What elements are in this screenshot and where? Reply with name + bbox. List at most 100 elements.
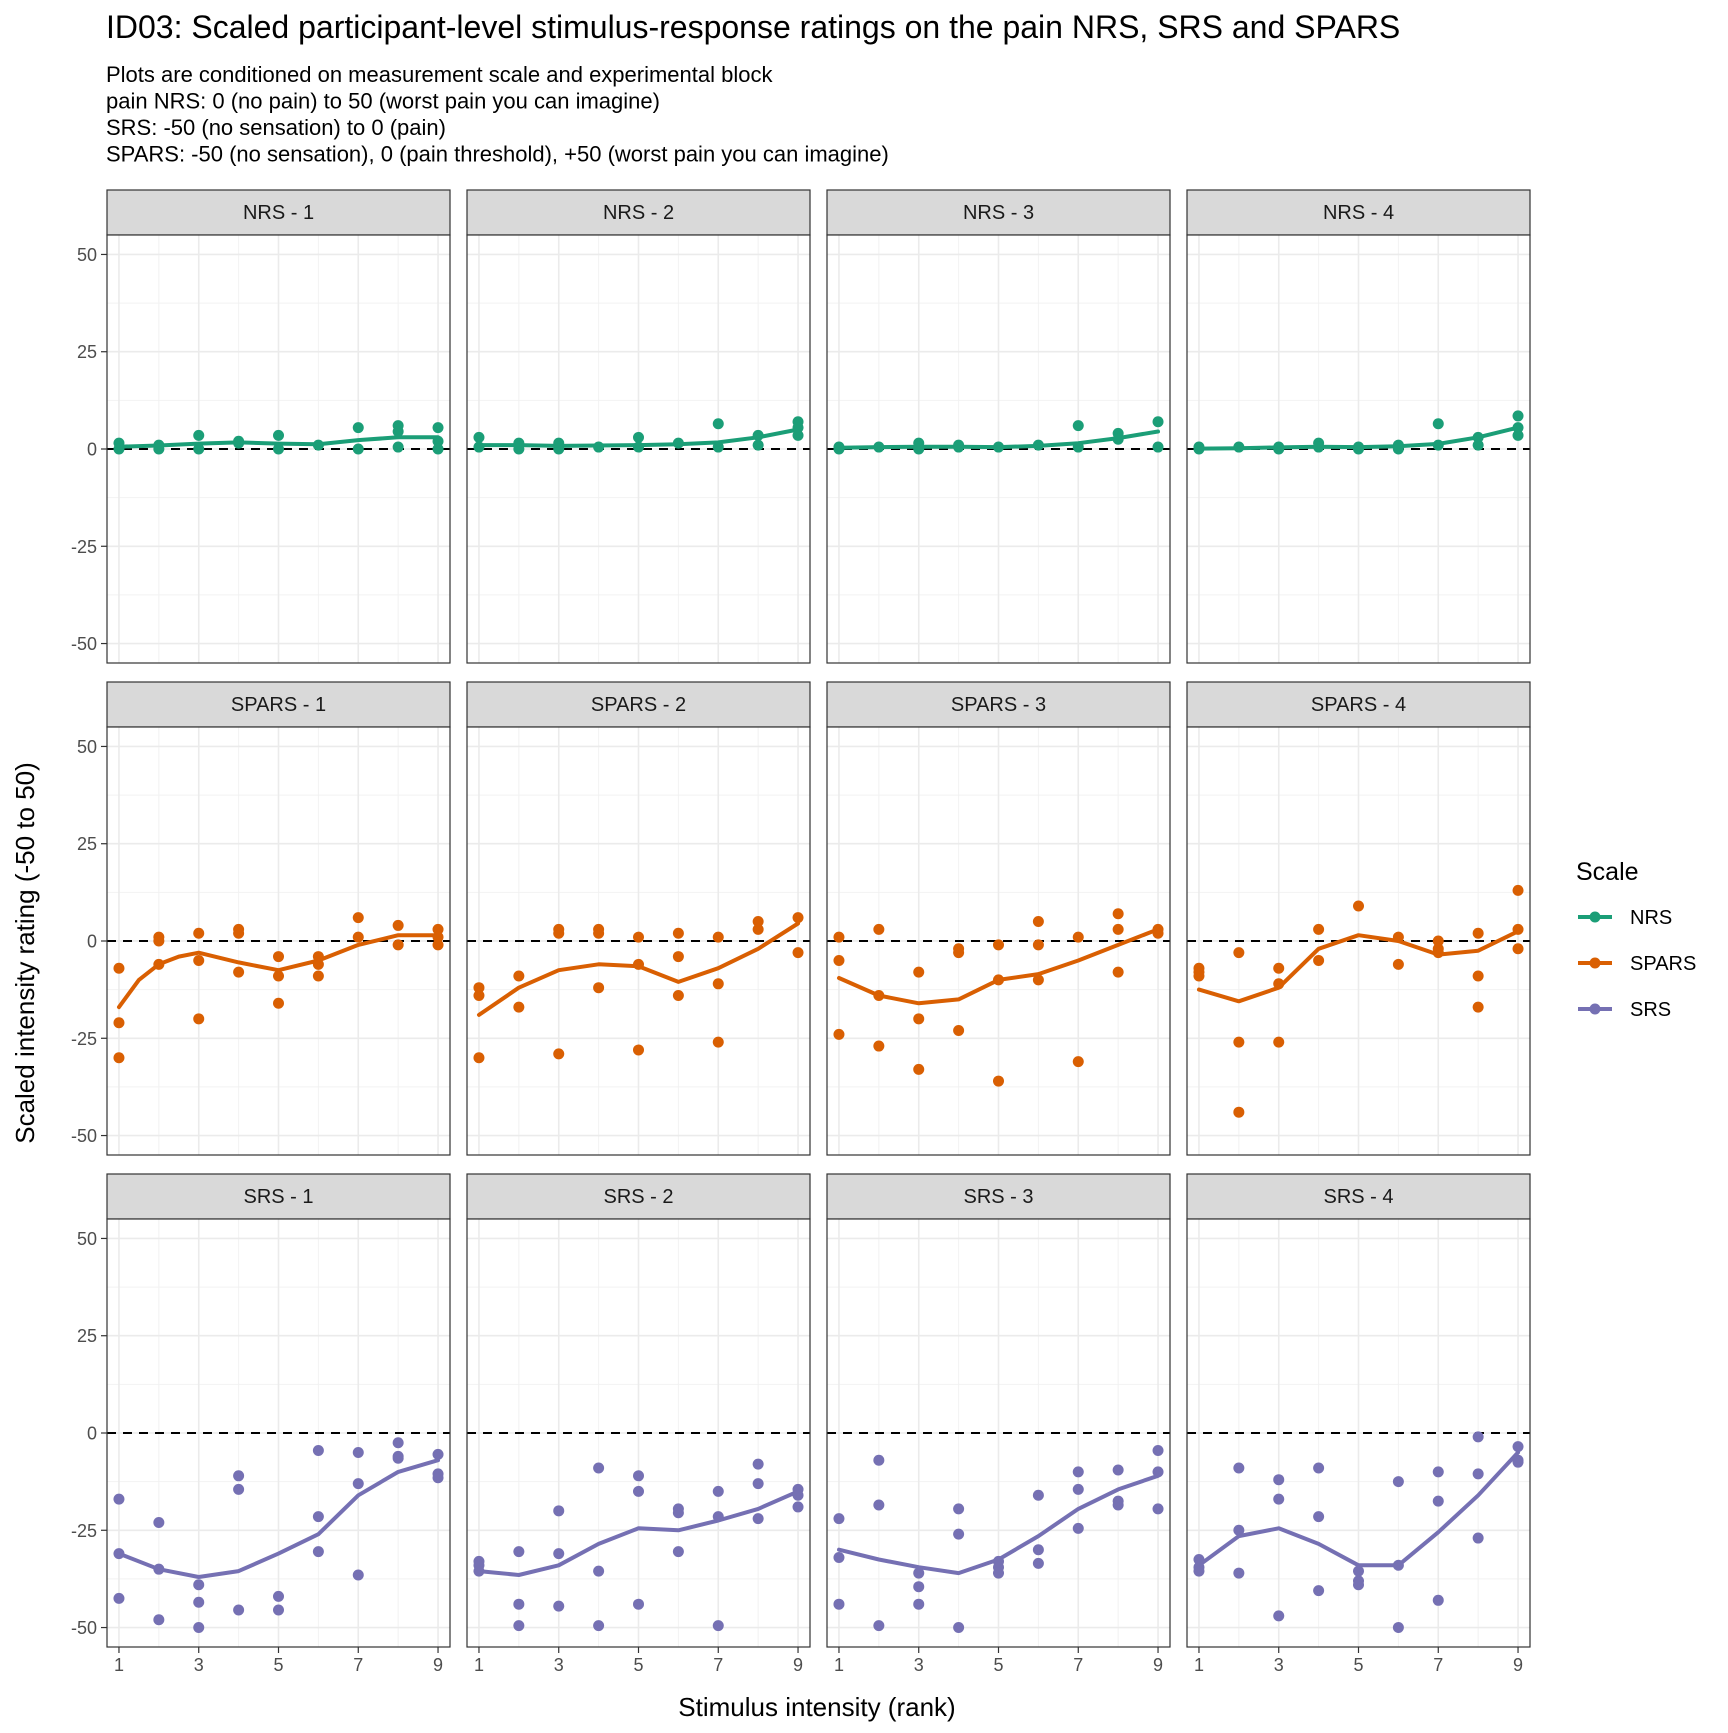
data-point [752,1513,764,1525]
data-point [392,1437,404,1449]
data-point [153,1563,165,1575]
data-point [1273,1610,1285,1622]
data-point [1233,1524,1245,1536]
data-point [1032,974,1044,986]
data-point [1512,884,1524,896]
data-point [792,912,804,924]
data-point [233,1604,245,1616]
x-tick-label: 7 [353,1655,363,1675]
panel-border [826,726,1171,1156]
data-point [193,1596,205,1608]
data-point [1512,1441,1524,1453]
data-point [953,1503,965,1515]
data-point [1472,927,1484,939]
data-point [1152,416,1164,428]
data-point [273,970,284,982]
data-point [1032,1544,1044,1556]
facet-panel: SPARS - 3 [826,681,1171,1156]
data-point [432,939,444,951]
data-point [432,931,444,943]
data-point [1032,1489,1044,1501]
data-point [633,931,644,943]
data-point [873,1040,885,1052]
data-point [953,1528,965,1540]
data-point [432,1472,444,1484]
data-point [513,970,525,982]
data-point [153,1516,165,1528]
data-point [513,1546,525,1558]
data-point [352,912,364,924]
data-point [1233,1567,1245,1579]
data-point [672,1507,684,1519]
data-point [792,1489,804,1501]
x-tick-label: 7 [1433,1655,1443,1675]
data-point [633,958,644,970]
data-point [1152,1503,1164,1515]
data-point [752,429,764,441]
data-point [873,1620,885,1632]
x-tick-label: 7 [1073,1655,1083,1675]
data-point [1152,1466,1164,1478]
data-point [1313,1585,1325,1597]
facet-strip-label: SRS - 2 [603,1186,673,1208]
data-point [513,1001,525,1013]
data-point [873,1499,885,1511]
x-tick-label: 3 [1274,1655,1284,1675]
data-point [513,1598,525,1610]
facet-strip-label: NRS - 3 [963,202,1034,224]
smooth-line [1197,929,1520,1004]
smooth-line [117,1458,440,1579]
facet-strip [466,1173,811,1220]
data-point [873,1454,885,1466]
y-tick-label: -25 [71,1521,97,1541]
data-point [273,443,284,455]
y-tick-label: 25 [77,834,97,854]
x-tick-label: 7 [713,1655,723,1675]
data-point [392,919,404,931]
data-point [553,1048,565,1060]
data-point [1472,1431,1484,1443]
panel-border [826,234,1171,664]
y-tick-label: 25 [77,1326,97,1346]
data-point [1273,978,1285,990]
data-point [473,989,485,1001]
facet-strip-label: SRS - 1 [243,1186,313,1208]
data-point [432,923,444,935]
data-point [1032,1557,1044,1569]
facet-panel: SPARS - 2 [466,681,811,1156]
y-tick-label: 50 [77,737,97,757]
facet-panel: SRS - 1 [106,1173,451,1648]
x-tick-label: 3 [554,1655,564,1675]
data-point [1472,439,1484,451]
data-point [1112,908,1124,920]
data-point [473,441,485,453]
data-point [633,1470,644,1482]
data-point [1233,1106,1245,1118]
data-point [1432,947,1444,959]
data-point [1152,441,1164,453]
data-point [553,1505,565,1517]
data-point [193,954,205,966]
x-tick-label: 1 [114,1655,124,1675]
data-point [752,923,764,935]
data-point [833,443,845,455]
data-point [712,1620,724,1632]
data-point [553,1548,565,1560]
chart-title: ID03: Scaled participant-level stimulus-… [106,9,1400,45]
data-point [473,1052,485,1064]
data-point [193,927,205,939]
data-point [1392,1476,1404,1488]
facet-panel: SRS - 4 [1186,1173,1531,1648]
data-point [1313,954,1325,966]
data-point [1072,931,1084,943]
data-point [593,1462,605,1474]
x-tick-label: 1 [474,1655,484,1675]
data-point [833,954,845,966]
y-axis-ticks: -50 -25 0 25 50 -50 -25 0 25 50 -50 -25 0 25 50 [71,245,107,1638]
data-point [312,958,324,970]
data-point [913,1013,925,1025]
data-point [752,439,764,451]
facet-strip-label: NRS - 2 [603,202,674,224]
data-point [1152,927,1164,939]
